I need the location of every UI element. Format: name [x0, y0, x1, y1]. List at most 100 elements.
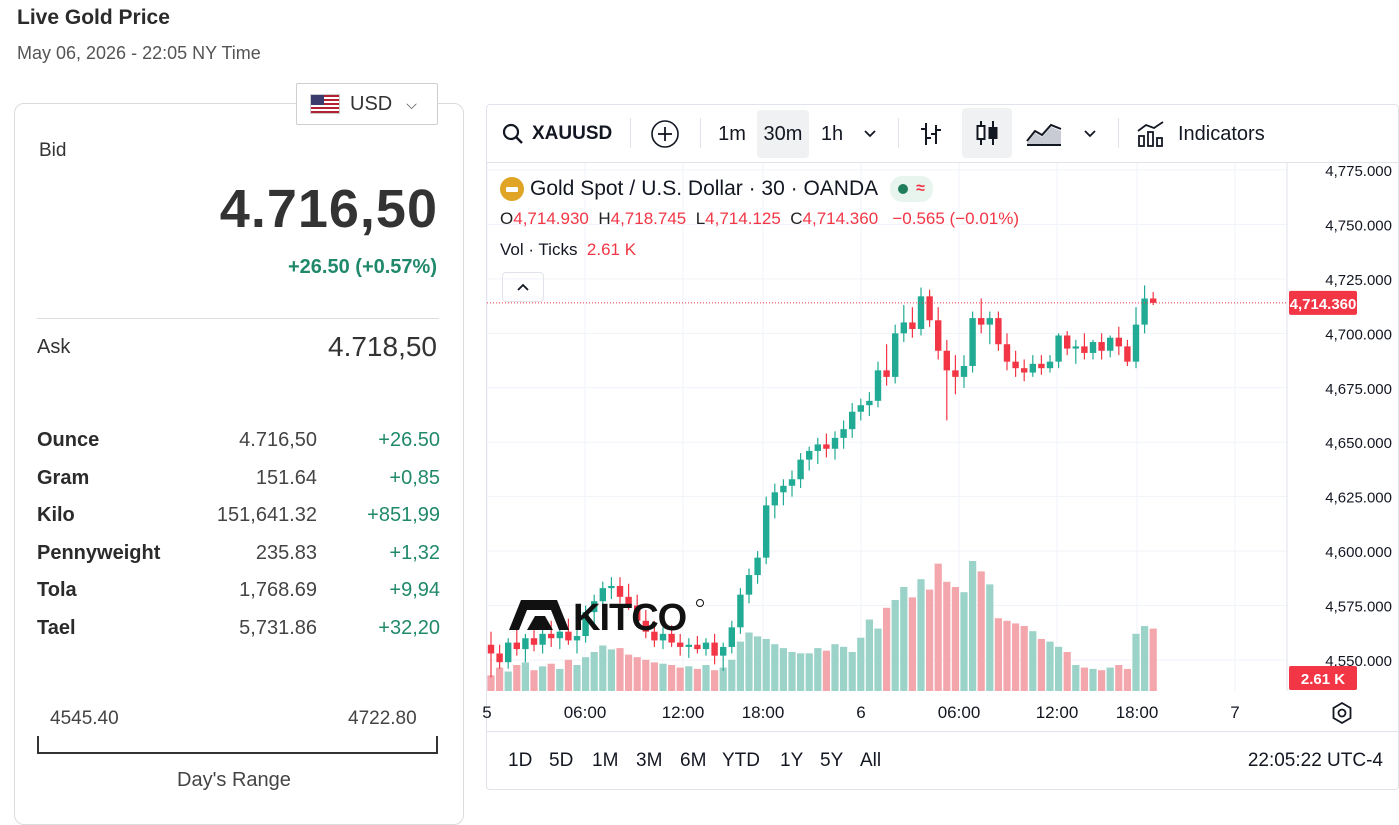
volume-bar — [1115, 665, 1123, 691]
unit-value: 151,641.32 — [216, 504, 317, 526]
ohlc-values: O4,714.930 H4,718.745 L4,714.125 C4,714.… — [500, 209, 1019, 229]
indicators-label: Indicators — [1178, 122, 1265, 145]
price-tick-label: 4,575.000 — [1325, 599, 1392, 616]
volume-bar — [1020, 626, 1028, 691]
volume-bar — [1089, 668, 1097, 691]
price-panel — [14, 103, 464, 825]
price-tick-label: 4,775.000 — [1325, 163, 1392, 180]
chart-type-dropdown[interactable] — [1076, 114, 1104, 154]
unit-value: 151.64 — [255, 467, 317, 489]
candle-body — [806, 450, 813, 460]
interval-30m-button[interactable]: 30m — [757, 110, 809, 158]
volume-bar — [1046, 641, 1054, 691]
candle-body — [986, 318, 993, 325]
candle-body — [539, 633, 546, 645]
legend-symbol-desc: U.S. Dollar · 30 · OANDA — [641, 177, 879, 200]
search-icon — [502, 123, 523, 144]
volume-bar — [616, 648, 624, 691]
chart-clock[interactable]: 22:05:22 UTC-4 — [1247, 750, 1383, 771]
candle-body — [737, 594, 744, 628]
area-style-button[interactable] — [1022, 114, 1066, 154]
volume-bar — [934, 563, 942, 691]
symbol-label: XAUUSD — [532, 123, 613, 144]
price-chart[interactable]: 4,775.000 4,750.000 4,725.000 4,700.000 4,67… — [487, 163, 1399, 731]
candle-body — [530, 638, 538, 645]
volume-bar — [865, 619, 873, 691]
compare-add-button[interactable] — [648, 117, 682, 151]
unit-row-tola: Tola 1,768.69 +9,94 — [37, 579, 440, 609]
currency-select[interactable]: USD ⌵ — [296, 83, 438, 125]
candle-body — [702, 642, 710, 650]
volume-bar — [1063, 652, 1071, 691]
chevron-down-icon — [1084, 130, 1096, 138]
range-button-1d[interactable]: 1D — [508, 750, 533, 771]
range-button-5y[interactable]: 5Y — [820, 750, 844, 771]
range-button-3m[interactable]: 3M — [636, 750, 663, 771]
collapse-legend-button[interactable] — [502, 272, 544, 302]
candle-body — [685, 644, 692, 647]
time-tick-label: 7 — [1230, 703, 1240, 722]
volume-bar — [1072, 665, 1080, 691]
range-button-1m[interactable]: 1M — [592, 750, 619, 771]
volume-bar — [994, 618, 1002, 691]
interval-1m-button[interactable]: 1m — [718, 122, 746, 145]
close-value: 4,714.360 — [802, 209, 879, 228]
bars-style-button[interactable] — [910, 114, 952, 154]
range-button-6m[interactable]: 6M — [680, 750, 707, 771]
candle-body — [874, 370, 882, 401]
candle-body — [840, 429, 847, 438]
last-price-marker — [1289, 290, 1357, 315]
symbol-search-button[interactable]: XAUUSD — [496, 114, 618, 154]
time-tick-label: 12:00 — [661, 703, 705, 722]
delayed-wave-icon: ≈ — [916, 180, 925, 197]
candle-body — [1081, 346, 1088, 353]
volume-bar — [513, 665, 521, 691]
range-button-1y[interactable]: 1Y — [780, 750, 804, 771]
candle-body — [969, 318, 976, 366]
volume-bar — [487, 675, 495, 691]
time-axis: 5 06:00 12:00 18:00 6 06:00 12:00 18:00 7 — [482, 700, 1287, 726]
volume-bar — [1141, 626, 1149, 691]
market-status-badge[interactable]: ≈ — [890, 176, 933, 202]
candle-body — [677, 642, 684, 647]
unit-name: Pennyweight — [37, 542, 161, 564]
unit-row-gram: Gram 151.64 +0,85 — [37, 467, 440, 497]
interval-dropdown[interactable] — [856, 114, 884, 154]
candle-body — [780, 485, 787, 493]
volume-bar — [1003, 620, 1011, 691]
volume-bar — [504, 671, 512, 691]
candle-body — [513, 642, 520, 650]
chart-settings-button[interactable] — [1325, 698, 1359, 728]
candle-body — [814, 444, 821, 451]
candle-body — [900, 322, 907, 334]
candle-body — [599, 588, 606, 602]
range-button-ytd[interactable]: YTD — [722, 750, 760, 771]
unit-change: +1,32 — [389, 542, 440, 564]
candle-body — [668, 633, 675, 643]
candle-body — [1132, 324, 1140, 362]
high-label: H — [598, 209, 611, 228]
price-axis: 4,775.000 4,750.000 4,725.000 4,700.000 4,67… — [487, 163, 1392, 690]
interval-1h-button[interactable]: 1h — [820, 122, 844, 145]
day-range-low: 4545.40 — [50, 708, 119, 729]
candles-style-button[interactable] — [962, 108, 1012, 158]
candle-body — [651, 631, 658, 641]
unit-change: +32,20 — [378, 617, 440, 639]
volume-bar — [1098, 670, 1106, 691]
range-button-all[interactable]: All — [860, 750, 882, 771]
candle-body — [1150, 298, 1157, 303]
indicators-button[interactable]: Indicators — [1130, 114, 1271, 154]
volume-bar — [797, 653, 805, 691]
day-range-label: Day's Range — [177, 769, 291, 791]
unit-name: Tola — [37, 579, 77, 601]
volume-bar — [1055, 646, 1063, 691]
candle-body — [1124, 346, 1131, 362]
candle-body — [883, 370, 890, 377]
day-range-high: 4722.80 — [348, 708, 417, 729]
volume-bar — [539, 666, 547, 691]
volume-bar — [1080, 667, 1088, 691]
volume-bar — [969, 561, 977, 691]
candle-body — [823, 444, 830, 449]
volume-bar — [814, 648, 822, 691]
range-button-5d[interactable]: 5D — [549, 750, 574, 771]
